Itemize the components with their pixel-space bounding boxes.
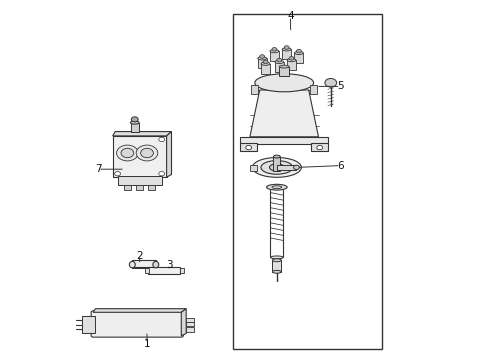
- Bar: [275, 62, 284, 72]
- Ellipse shape: [258, 57, 267, 60]
- Bar: [294, 53, 303, 63]
- Ellipse shape: [270, 164, 284, 171]
- Bar: [277, 165, 296, 170]
- Ellipse shape: [275, 60, 284, 63]
- Ellipse shape: [273, 155, 280, 158]
- Bar: [282, 49, 291, 59]
- Ellipse shape: [129, 261, 135, 268]
- Circle shape: [131, 117, 138, 122]
- Bar: [261, 64, 270, 74]
- Circle shape: [245, 145, 252, 150]
- Bar: [148, 267, 180, 274]
- Bar: [233, 14, 382, 349]
- Bar: [270, 51, 279, 61]
- FancyBboxPatch shape: [91, 311, 183, 337]
- Text: 4: 4: [287, 11, 294, 21]
- Bar: [250, 165, 257, 171]
- Ellipse shape: [261, 62, 270, 65]
- Bar: [272, 260, 281, 272]
- Bar: [287, 60, 296, 70]
- Text: 3: 3: [166, 260, 172, 270]
- Ellipse shape: [267, 184, 287, 190]
- Ellipse shape: [282, 48, 291, 51]
- Polygon shape: [240, 137, 328, 144]
- Bar: [186, 318, 194, 322]
- Bar: [279, 67, 289, 76]
- Bar: [145, 268, 149, 273]
- Circle shape: [260, 55, 265, 58]
- Bar: [118, 176, 162, 185]
- Circle shape: [121, 148, 134, 158]
- Polygon shape: [167, 132, 172, 177]
- Bar: [186, 327, 194, 332]
- Ellipse shape: [252, 157, 301, 177]
- Ellipse shape: [272, 259, 281, 262]
- Polygon shape: [113, 132, 172, 136]
- Text: 7: 7: [95, 164, 101, 174]
- Circle shape: [317, 145, 322, 150]
- Text: 6: 6: [337, 161, 344, 171]
- Circle shape: [296, 49, 301, 53]
- Circle shape: [159, 138, 165, 142]
- Circle shape: [159, 172, 165, 176]
- Bar: [136, 185, 143, 190]
- Polygon shape: [93, 309, 186, 312]
- Bar: [273, 157, 280, 171]
- Bar: [148, 185, 155, 190]
- Bar: [131, 122, 139, 132]
- Circle shape: [263, 60, 268, 64]
- Polygon shape: [250, 90, 318, 137]
- Ellipse shape: [272, 270, 281, 273]
- Ellipse shape: [153, 261, 159, 268]
- Ellipse shape: [130, 121, 139, 124]
- Ellipse shape: [279, 65, 289, 68]
- Circle shape: [325, 78, 337, 87]
- Ellipse shape: [294, 51, 303, 55]
- Text: 5: 5: [337, 81, 344, 91]
- Bar: [186, 322, 194, 326]
- Circle shape: [284, 46, 289, 49]
- Circle shape: [289, 57, 294, 60]
- Bar: [113, 136, 167, 177]
- Circle shape: [117, 145, 138, 161]
- Bar: [180, 268, 184, 273]
- Text: 1: 1: [144, 339, 150, 349]
- Bar: [124, 185, 131, 190]
- Bar: [82, 316, 95, 333]
- Circle shape: [272, 48, 277, 51]
- Ellipse shape: [270, 256, 283, 259]
- Bar: [258, 58, 267, 68]
- Polygon shape: [181, 309, 186, 336]
- Ellipse shape: [255, 74, 314, 92]
- Text: 2: 2: [136, 251, 143, 261]
- Ellipse shape: [272, 186, 282, 189]
- Bar: [240, 143, 257, 151]
- Bar: [251, 85, 258, 94]
- Bar: [132, 260, 156, 267]
- Circle shape: [141, 148, 153, 158]
- Ellipse shape: [261, 161, 293, 174]
- Ellipse shape: [270, 49, 279, 53]
- Bar: [310, 85, 317, 94]
- Circle shape: [115, 172, 121, 176]
- Circle shape: [136, 145, 158, 161]
- Circle shape: [277, 58, 282, 62]
- Ellipse shape: [294, 165, 299, 170]
- Ellipse shape: [287, 58, 296, 62]
- Bar: [311, 143, 328, 151]
